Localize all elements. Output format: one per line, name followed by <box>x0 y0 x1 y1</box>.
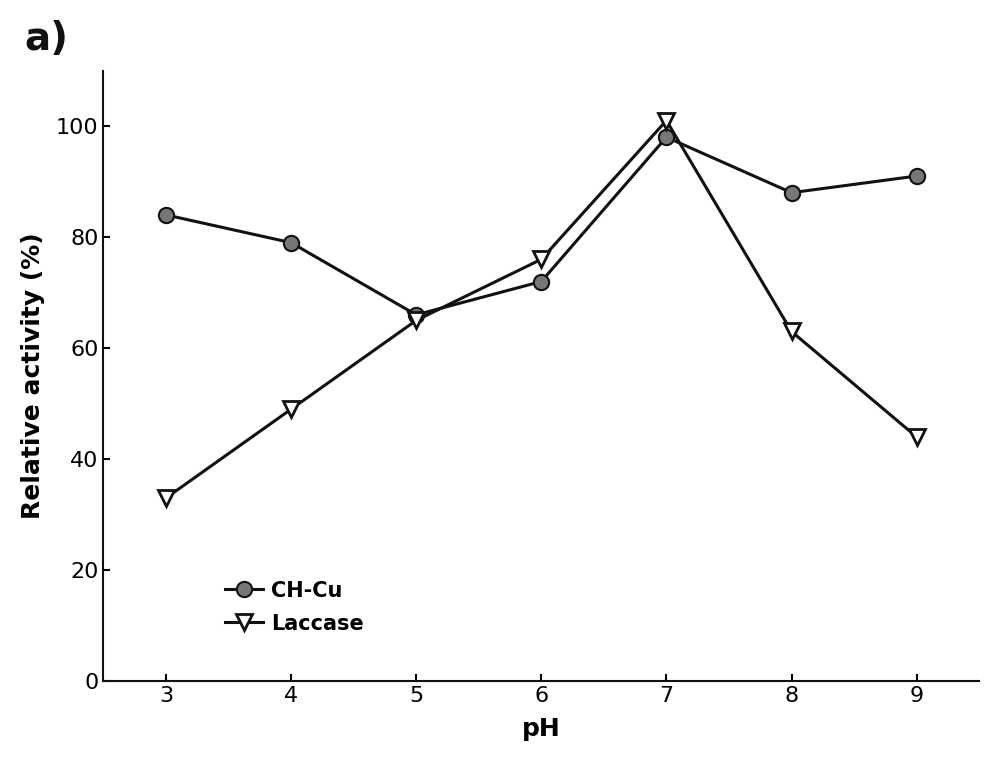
CH-Cu <box>911 171 923 181</box>
Y-axis label: Relative activity (%): Relative activity (%) <box>21 232 45 519</box>
Line: CH-Cu: CH-Cu <box>158 130 924 322</box>
CH-Cu <box>410 310 422 319</box>
Line: Laccase: Laccase <box>158 113 924 506</box>
CH-Cu <box>160 210 172 219</box>
Laccase <box>786 327 798 336</box>
Laccase <box>911 432 923 441</box>
CH-Cu <box>535 277 547 286</box>
Laccase <box>535 255 547 264</box>
Laccase <box>285 405 297 414</box>
Legend: CH-Cu, Laccase: CH-Cu, Laccase <box>219 575 370 640</box>
Text: a): a) <box>25 21 69 59</box>
Laccase <box>410 315 422 325</box>
CH-Cu <box>285 238 297 247</box>
CH-Cu <box>660 133 672 142</box>
X-axis label: pH: pH <box>522 717 561 741</box>
CH-Cu <box>786 188 798 197</box>
Laccase <box>160 494 172 503</box>
Laccase <box>660 116 672 125</box>
